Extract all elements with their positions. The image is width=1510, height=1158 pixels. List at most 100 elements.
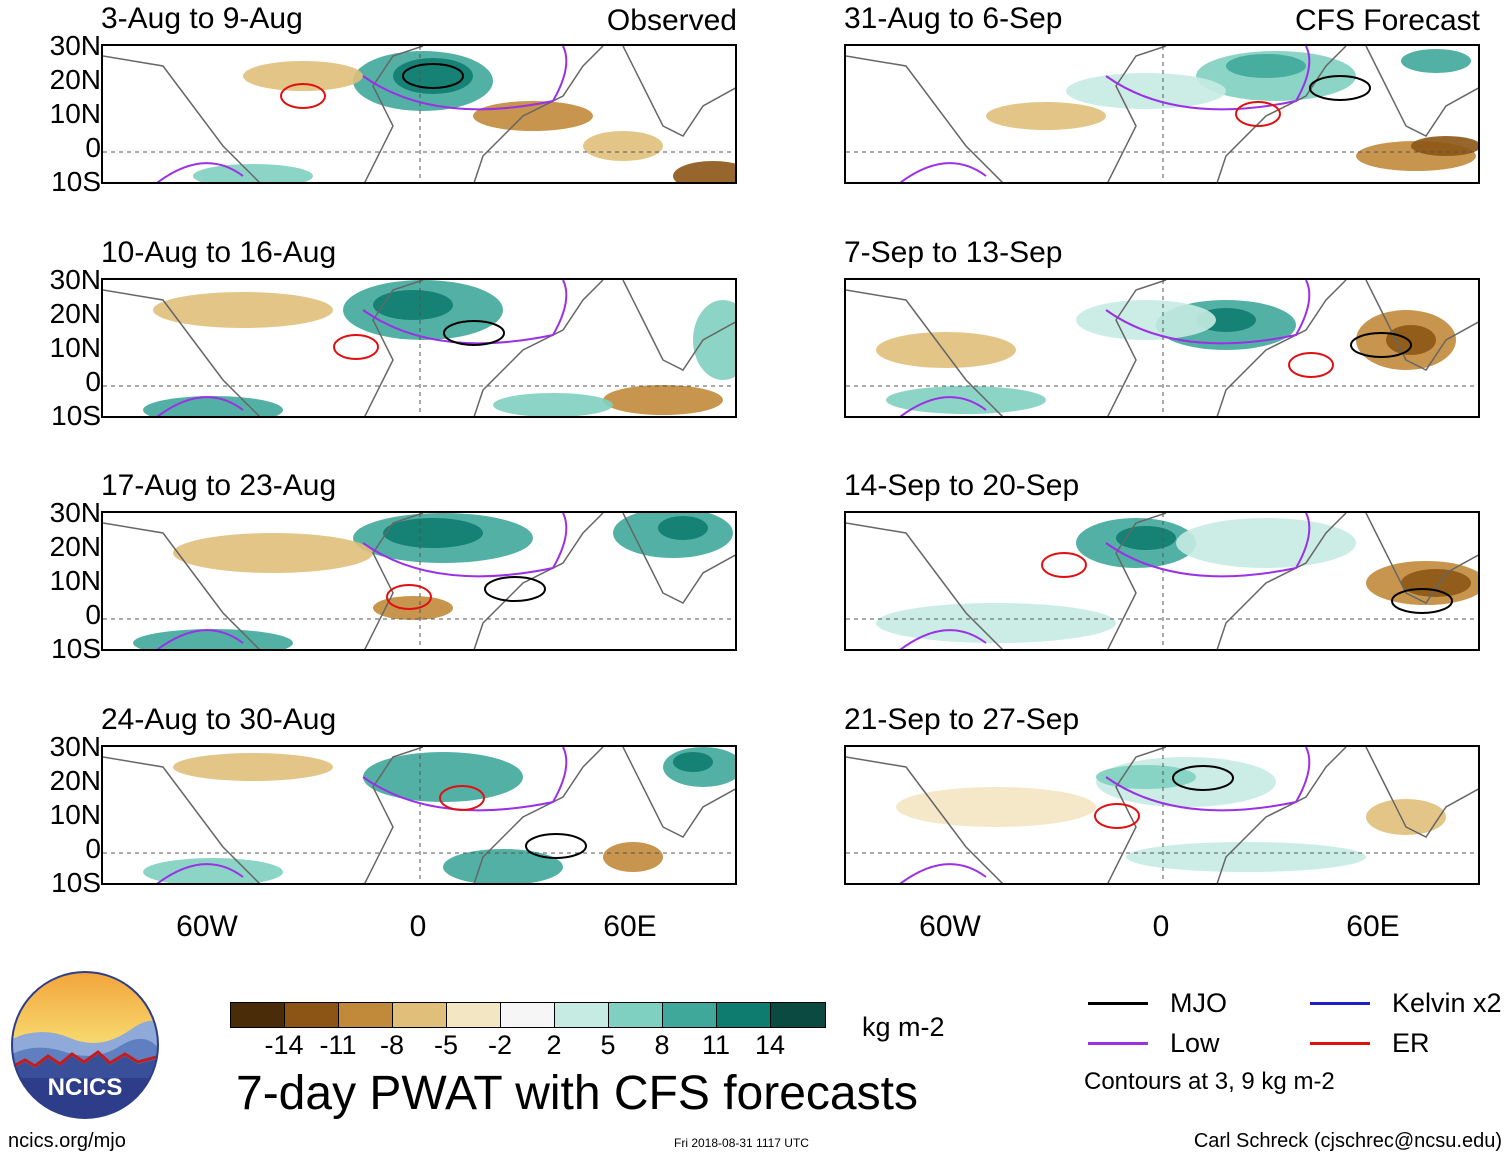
legend-kelvin-label: Kelvin x2 (1392, 988, 1502, 1018)
lat-label: 10N (49, 332, 101, 363)
forecast-panel: 21-Sep to 27-Sep30N20N10N010S (844, 703, 1480, 885)
anomaly-shading (673, 752, 713, 772)
coastline (846, 747, 1478, 883)
coastline (103, 513, 735, 649)
observed-panel: 10-Aug to 16-Aug 30N 20N 10N 0 10S (50, 236, 737, 431)
lon-label: 60E (603, 910, 657, 943)
anomaly-shading (583, 131, 663, 161)
lat-label: 10N (49, 565, 101, 596)
lon-label: 0 (1152, 910, 1170, 943)
anomaly-shading (876, 603, 1116, 643)
ncics-logo: NCICS (11, 971, 159, 1119)
observed-panel: 3-Aug to 9-Aug Observed 30N 20N 10N 0 10S (50, 2, 737, 197)
er-contour (1041, 552, 1087, 578)
anomaly-shading (603, 842, 663, 872)
coastline (103, 280, 735, 416)
lat-label: 20N (49, 531, 101, 562)
lon-label: 60E (1346, 910, 1400, 943)
colorbar-label: 5 (600, 1030, 616, 1060)
low-contour (899, 46, 1311, 182)
anomaly-shading (1116, 526, 1176, 550)
er-contour (1235, 101, 1281, 127)
mjo-contour (1309, 75, 1371, 101)
mjo-contour (1391, 588, 1453, 614)
anomaly-shading (1386, 325, 1436, 355)
low-contour (156, 747, 568, 883)
map-frame (101, 278, 737, 418)
lon-label: 60W (919, 910, 981, 943)
colorbar-swatch (555, 1003, 609, 1027)
panel-title: 17-Aug to 23-Aug (101, 469, 337, 502)
colorbar-label: -2 (487, 1030, 512, 1060)
pwat-anomaly-field (103, 46, 735, 182)
anomaly-shading (1411, 136, 1478, 156)
map-frame (844, 278, 1480, 418)
er-contour (386, 584, 432, 610)
map-frame (844, 745, 1480, 885)
pwat-anomaly-field (103, 280, 735, 416)
legend-er-line (1310, 1042, 1370, 1045)
low-contour (899, 747, 1311, 883)
anomaly-shading (373, 290, 453, 320)
lat-label: 20N (49, 298, 101, 329)
colorbar-label: -11 (319, 1030, 357, 1060)
anomaly-shading (603, 385, 723, 415)
map-frame (844, 44, 1480, 184)
colorbar-label: 14 (754, 1030, 786, 1060)
anomaly-shading (876, 332, 1016, 368)
colorbar-swatch (609, 1003, 663, 1027)
legend-low-label: Low (1170, 1028, 1220, 1058)
lat-label: 20N (49, 765, 101, 796)
er-contour (280, 83, 326, 109)
anomaly-shading (1126, 842, 1366, 872)
panel-title: 10-Aug to 16-Aug (101, 236, 337, 269)
panel-title: 14-Sep to 20-Sep (844, 469, 1080, 502)
colorbar-swatch (339, 1003, 393, 1027)
colorbar-swatch (717, 1003, 771, 1027)
lat-label: 20N (49, 64, 101, 95)
lat-label: 30N (49, 264, 101, 295)
anomaly-shading (693, 300, 735, 380)
anomaly-shading (673, 161, 735, 182)
anomaly-shading (443, 849, 563, 883)
anomaly-shading (1401, 569, 1471, 597)
low-contour (156, 280, 568, 416)
legend-mjo: MJO (1088, 988, 1227, 1019)
anomaly-shading (1076, 300, 1216, 340)
er-contour (439, 785, 485, 811)
observed-panel: 17-Aug to 23-Aug 30N 20N 10N 0 10S (50, 469, 737, 664)
legend-er: ER (1310, 1028, 1430, 1059)
contours-note: Contours at 3, 9 kg m-2 (1084, 1068, 1335, 1095)
footer-timestamp: Fri 2018-08-31 1117 UTC (674, 1136, 809, 1150)
coastline (103, 747, 735, 883)
anomaly-shading (133, 629, 293, 649)
lat-label: 10S (51, 166, 101, 197)
lat-label: 10S (51, 867, 101, 898)
forecast-panel: 7-Sep to 13-Sep30N20N10N010S (844, 236, 1480, 418)
lat-label: 10N (49, 98, 101, 129)
anomaly-shading (383, 518, 483, 548)
mjo-contour (484, 576, 546, 602)
legend-low: Low (1088, 1028, 1220, 1059)
lat-label: 0 (85, 132, 101, 163)
anomaly-shading (1066, 73, 1226, 109)
low-contour (156, 46, 568, 182)
colorbar-swatch (447, 1003, 501, 1027)
colorbar-swatch (393, 1003, 447, 1027)
anomaly-shading (143, 396, 283, 416)
forecast-panel: 14-Sep to 20-Sep30N20N10N010S (844, 469, 1480, 651)
legend-kelvin-line (1310, 1002, 1370, 1005)
legend-low-line (1088, 1042, 1148, 1045)
coastline (846, 280, 1478, 416)
colorbar-swatch (663, 1003, 717, 1027)
colorbar (230, 1002, 826, 1028)
er-contour (1094, 803, 1140, 829)
anomaly-shading (193, 164, 313, 182)
er-contour (1288, 352, 1334, 378)
mjo-contour (1350, 332, 1412, 358)
lat-label: 0 (85, 366, 101, 397)
observed-label: Observed (606, 4, 737, 37)
anomaly-shading (173, 753, 333, 781)
lon-label: 60W (176, 910, 238, 943)
anomaly-shading (493, 393, 613, 416)
